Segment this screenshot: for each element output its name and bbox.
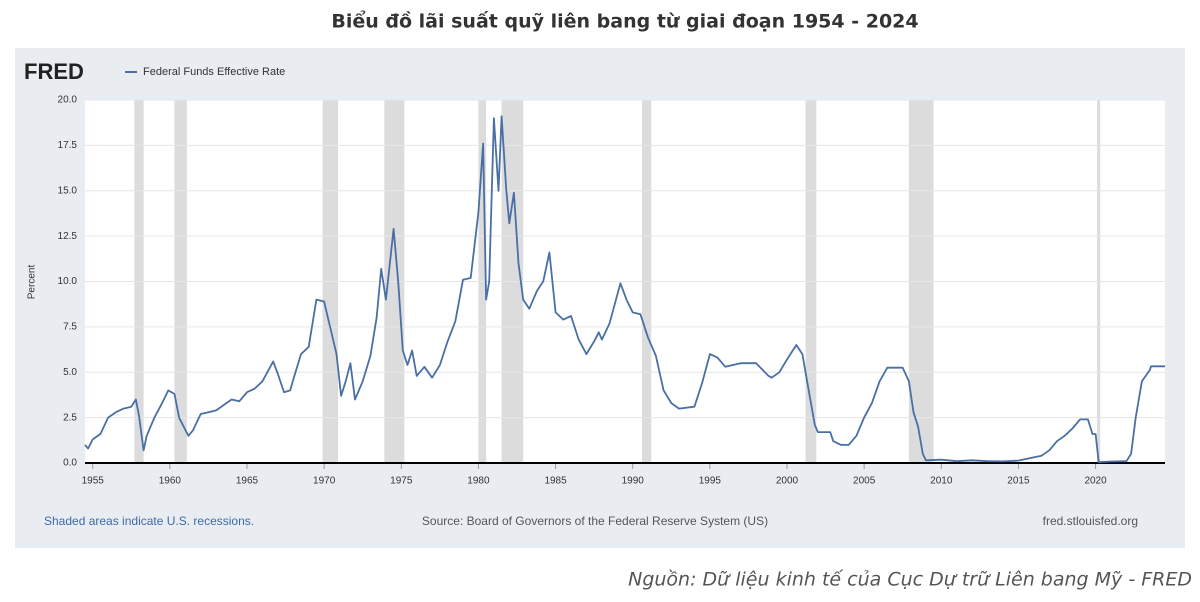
y-tick-label: 2.5 [63, 412, 77, 423]
x-tick-label: 1970 [313, 476, 336, 487]
y-tick-label: 7.5 [63, 322, 77, 333]
y-axis-label: Percent [27, 265, 38, 300]
x-tick-label: 1965 [236, 476, 259, 487]
caption: Nguồn: Dữ liệu kinh tế của Cục Dự trữ Li… [628, 569, 1192, 591]
source-text: Source: Board of Governors of the Federa… [422, 514, 768, 528]
x-tick-label: 1980 [467, 476, 490, 487]
y-tick-label: 10.0 [58, 276, 78, 287]
data-line [84, 115, 1165, 463]
recession-note: Shaded areas indicate U.S. recessions. [44, 514, 254, 528]
x-tick-label: 1975 [390, 476, 413, 487]
y-tick-label: 12.5 [58, 231, 78, 242]
x-tick-label: 1990 [622, 476, 645, 487]
x-tick-label: 1960 [159, 476, 182, 487]
x-tick-label: 1995 [699, 476, 722, 487]
legend-label: Federal Funds Effective Rate [143, 66, 285, 78]
logo: FRED [24, 59, 84, 84]
y-tick-label: 15.0 [58, 185, 78, 196]
y-tick-label: 17.5 [58, 140, 78, 151]
y-tick-label: 5.0 [63, 367, 77, 378]
x-tick-label: 1955 [82, 476, 105, 487]
x-tick-label: 2010 [930, 476, 953, 487]
y-tick-label: 0.0 [63, 458, 77, 469]
x-tick-label: 2005 [853, 476, 876, 487]
x-tick-label: 2000 [776, 476, 799, 487]
site-text: fred.stlouisfed.org [1043, 514, 1138, 528]
page-title: Biểu đồ lãi suất quỹ liên bang từ giai đ… [331, 10, 918, 33]
x-tick-label: 2015 [1007, 476, 1030, 487]
y-tick-label: 20.0 [58, 95, 78, 106]
x-tick-label: 1985 [544, 476, 567, 487]
x-tick-label: 2020 [1084, 476, 1107, 487]
